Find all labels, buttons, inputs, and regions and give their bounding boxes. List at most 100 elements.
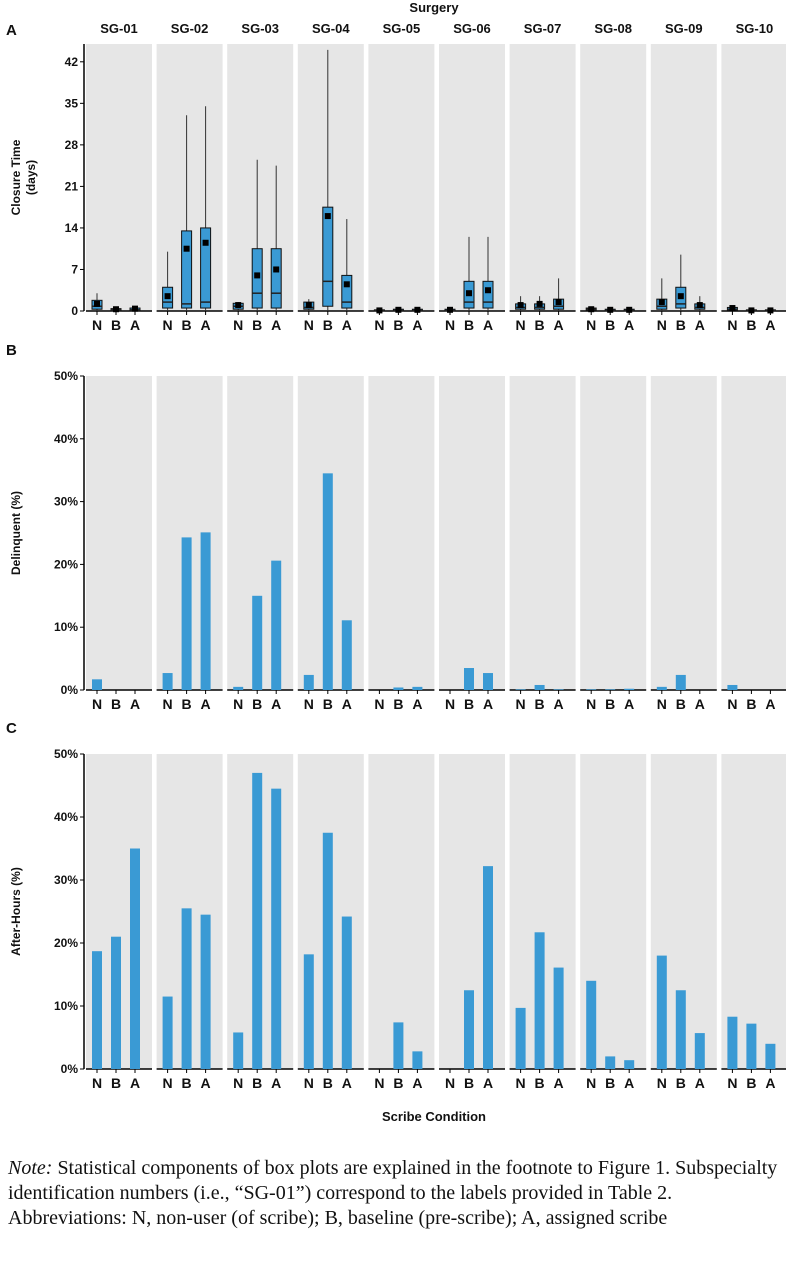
- note-label: Note:: [8, 1157, 53, 1179]
- group-panel-bg: [439, 376, 505, 690]
- group-panel-bg: [721, 754, 786, 1069]
- y-tick-label: 40%: [54, 432, 78, 446]
- bar: [727, 684, 738, 690]
- y-tick-label: 28: [65, 138, 79, 152]
- group-panel-bg: [368, 376, 435, 690]
- y-tick-label: 10%: [54, 620, 78, 634]
- y-tick-label: 21: [65, 179, 79, 193]
- x-tick-label: N: [586, 1075, 596, 1091]
- x-tick-label: N: [586, 317, 596, 333]
- y-tick-label: 42: [65, 55, 79, 69]
- x-tick-label: B: [323, 317, 333, 333]
- x-tick-label: A: [765, 317, 775, 333]
- group-header: SG-05: [383, 21, 421, 36]
- panel-c: CN B A N B A N B A N B A N B A N B A N B A N B A N B A N B A0%10%20%3…: [6, 720, 786, 1124]
- x-tick-label: N: [92, 1075, 102, 1091]
- x-tick-label: N: [92, 317, 102, 333]
- x-tick-label: A: [695, 696, 705, 712]
- y-tick-label: 40%: [54, 810, 78, 824]
- group-panel-bg: [650, 44, 717, 311]
- group-header: SG-06: [453, 21, 491, 36]
- bar: [553, 967, 564, 1069]
- bar: [483, 866, 493, 1069]
- y-axis-label: Delinquent (%): [9, 491, 23, 575]
- x-tick-label: B: [252, 696, 262, 712]
- x-tick-label: N: [586, 696, 596, 712]
- x-axis-label: Scribe Condition: [382, 1109, 486, 1124]
- x-tick-label: B: [111, 1075, 121, 1091]
- x-tick-label: B: [605, 696, 615, 712]
- box-mean-marker: [517, 302, 524, 309]
- box-mean-marker: [748, 307, 755, 314]
- x-tick-label: B: [605, 317, 615, 333]
- y-tick-label: 20%: [54, 557, 78, 571]
- x-tick-label: N: [516, 1075, 526, 1091]
- bar: [605, 689, 616, 690]
- x-tick-label: B: [535, 317, 545, 333]
- group-header: SG-03: [241, 21, 279, 36]
- box-mean-marker: [164, 293, 171, 300]
- x-tick-label: B: [182, 696, 192, 712]
- bar: [341, 620, 352, 690]
- x-tick-label: A: [201, 696, 211, 712]
- bar: [515, 689, 526, 690]
- x-tick-label: A: [483, 317, 493, 333]
- x-tick-label: B: [535, 696, 545, 712]
- group-panel-bg: [439, 44, 505, 311]
- box-iqr: [270, 248, 282, 309]
- x-tick-label: N: [445, 317, 455, 333]
- x-tick-label: N: [304, 317, 314, 333]
- bar: [322, 832, 333, 1069]
- bar: [200, 914, 211, 1069]
- x-tick-label: B: [464, 696, 474, 712]
- figure-note: Note: Statistical components of box plot…: [8, 1156, 778, 1231]
- x-tick-label: A: [412, 317, 422, 333]
- bar: [393, 1022, 404, 1069]
- x-tick-label: A: [412, 696, 422, 712]
- box-mean-marker: [254, 272, 261, 279]
- panel-letter: C: [6, 720, 17, 737]
- bar: [464, 668, 474, 690]
- y-tick-label: 0%: [61, 1062, 79, 1076]
- x-tick-label: B: [746, 696, 756, 712]
- box-mean-marker: [343, 281, 350, 288]
- x-tick-label: N: [233, 317, 243, 333]
- y-tick-label: 50%: [54, 369, 78, 383]
- x-tick-label: N: [516, 696, 526, 712]
- box-iqr: [322, 206, 334, 307]
- group-panel-bg: [509, 44, 576, 311]
- bar: [341, 916, 352, 1069]
- x-tick-label: N: [163, 1075, 173, 1091]
- box-mean-marker: [202, 239, 209, 246]
- x-tick-label: B: [746, 1075, 756, 1091]
- group-panel-bg: [368, 754, 435, 1069]
- bar: [111, 936, 121, 1069]
- group-panel-bg: [368, 44, 435, 311]
- bar: [233, 1032, 244, 1069]
- x-tick-label: N: [657, 317, 667, 333]
- x-tick-label: B: [182, 1075, 192, 1091]
- x-tick-label: B: [535, 1075, 545, 1091]
- bar: [252, 772, 263, 1069]
- x-tick-label: N: [657, 1075, 667, 1091]
- x-tick-label: A: [342, 696, 352, 712]
- bar: [553, 689, 564, 690]
- y-tick-label: 30%: [54, 495, 78, 509]
- panel-letter: B: [6, 342, 17, 359]
- y-tick-label: 0%: [61, 683, 79, 697]
- x-tick-label: B: [676, 317, 686, 333]
- group-panel-bg: [721, 376, 786, 690]
- group-panel-bg: [650, 376, 717, 690]
- bar: [181, 908, 192, 1069]
- x-tick-label: N: [304, 696, 314, 712]
- bar: [656, 955, 667, 1069]
- group-header: SG-04: [312, 21, 350, 36]
- x-tick-label: A: [765, 696, 775, 712]
- box-mean-marker: [767, 307, 774, 314]
- box-mean-marker: [414, 306, 421, 313]
- note-text: Statistical components of box plots are …: [8, 1157, 778, 1229]
- bar: [303, 954, 314, 1069]
- x-tick-label: A: [342, 317, 352, 333]
- group-panel-bg: [509, 376, 576, 690]
